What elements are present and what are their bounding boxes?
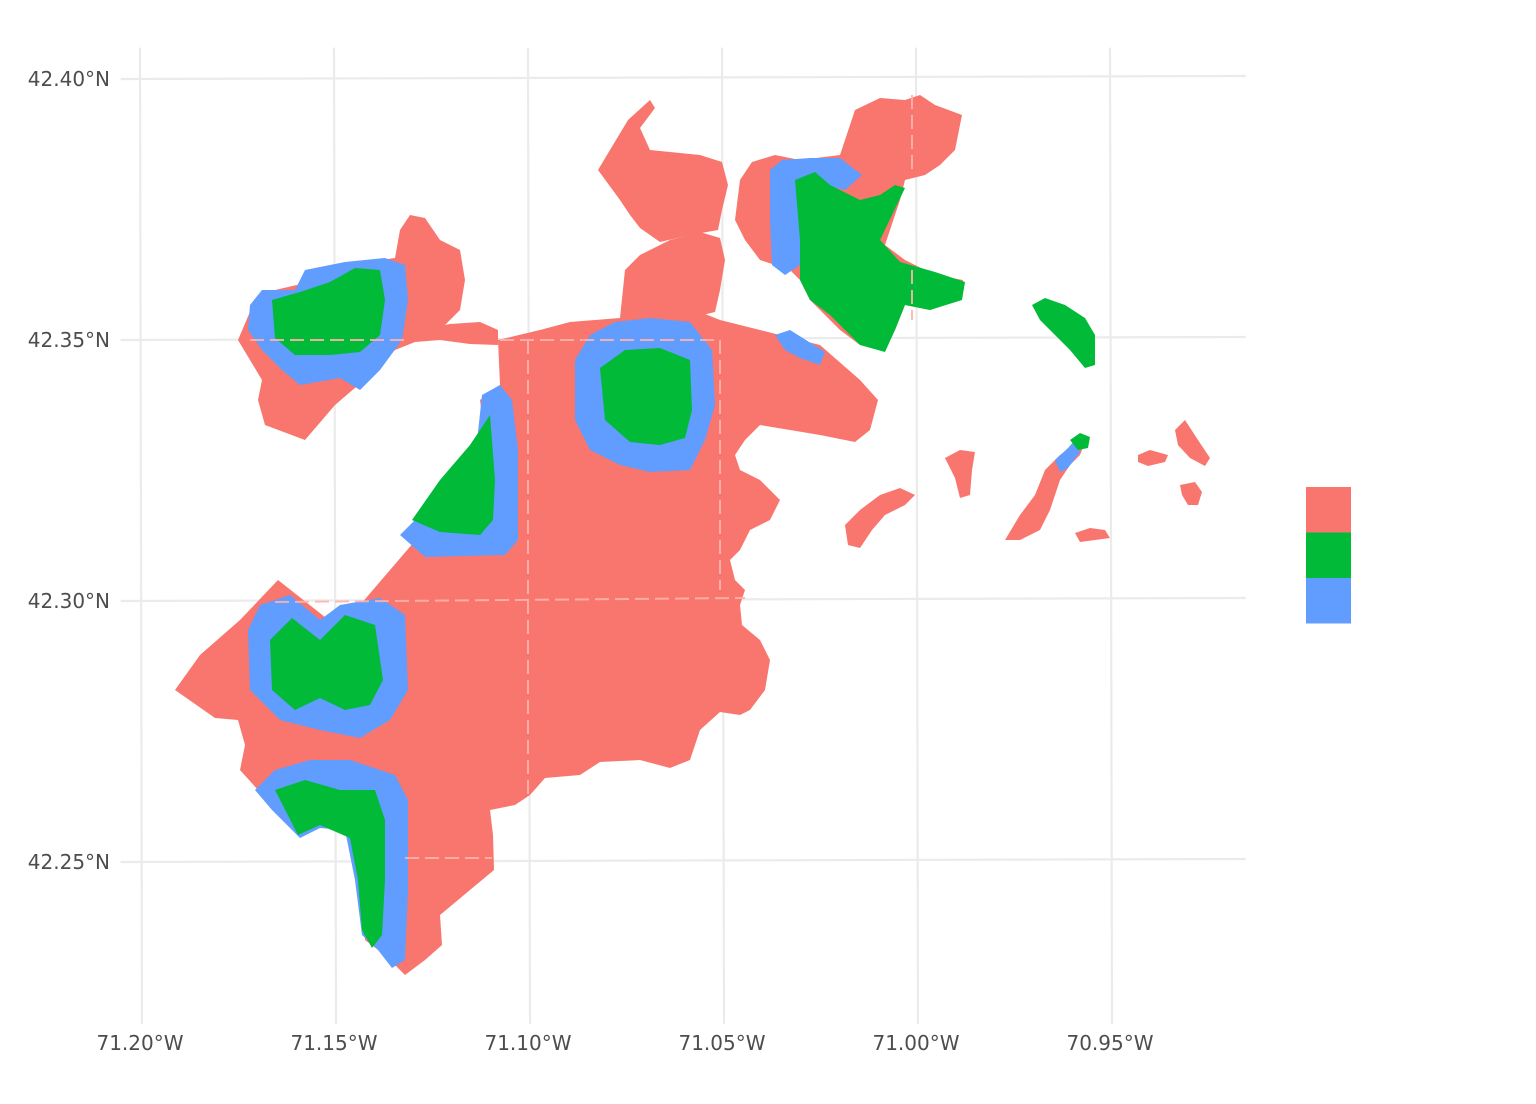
island-spectacle [945, 450, 975, 498]
island-tip-core [1070, 433, 1090, 450]
x-tick-label: 71.00°W [872, 1031, 959, 1055]
legend-key-category_3 [1306, 578, 1351, 624]
island-small-a [1138, 450, 1168, 466]
cluster-rim [775, 330, 825, 365]
island-deer [1032, 298, 1095, 368]
island-small-c [1180, 482, 1202, 505]
meridian-line [138, 47, 144, 1024]
cluster-core [600, 348, 692, 445]
x-tick-label: 70.95°W [1066, 1031, 1153, 1055]
axis-labels: 71.20°W 71.15°W 71.10°W 71.05°W 71.00°W 70.95… [28, 67, 1154, 1055]
y-tick-label: 42.30°N [28, 589, 110, 613]
cluster-rim [770, 158, 862, 275]
island-small-b [1175, 420, 1210, 466]
parallel-line [120, 857, 1246, 864]
legend [1306, 487, 1351, 624]
x-tick-label: 71.05°W [678, 1031, 765, 1055]
parallel-line [120, 74, 1246, 81]
x-tick-label: 71.10°W [484, 1031, 571, 1055]
internal-boundaries [250, 95, 913, 859]
cluster-core [412, 415, 495, 535]
y-tick-label: 42.40°N [28, 67, 110, 91]
cluster-core [275, 780, 385, 948]
island-tip-rim [1055, 440, 1080, 472]
downtown-region [620, 232, 725, 320]
hex-clusters [248, 158, 1090, 968]
x-tick-label: 71.15°W [290, 1031, 377, 1055]
cluster-core [795, 172, 965, 352]
meridian-line [1108, 47, 1114, 1024]
x-tick-label: 71.20°W [96, 1031, 183, 1055]
boundary-line [274, 597, 746, 603]
y-tick-label: 42.35°N [28, 328, 110, 352]
cluster-core [272, 268, 385, 355]
boston-landmass [175, 95, 1210, 975]
cluster-core [270, 615, 383, 710]
charlestown-region [598, 100, 728, 242]
legend-key-category_1 [1306, 487, 1351, 533]
legend-key-category_2 [1306, 532, 1351, 578]
island-thompson [845, 488, 915, 548]
island-small-d [1075, 528, 1110, 542]
back-bay-strip [415, 322, 498, 345]
meridian-line [332, 47, 338, 1024]
y-tick-label: 42.25°N [28, 850, 110, 874]
meridian-line [914, 47, 920, 1024]
